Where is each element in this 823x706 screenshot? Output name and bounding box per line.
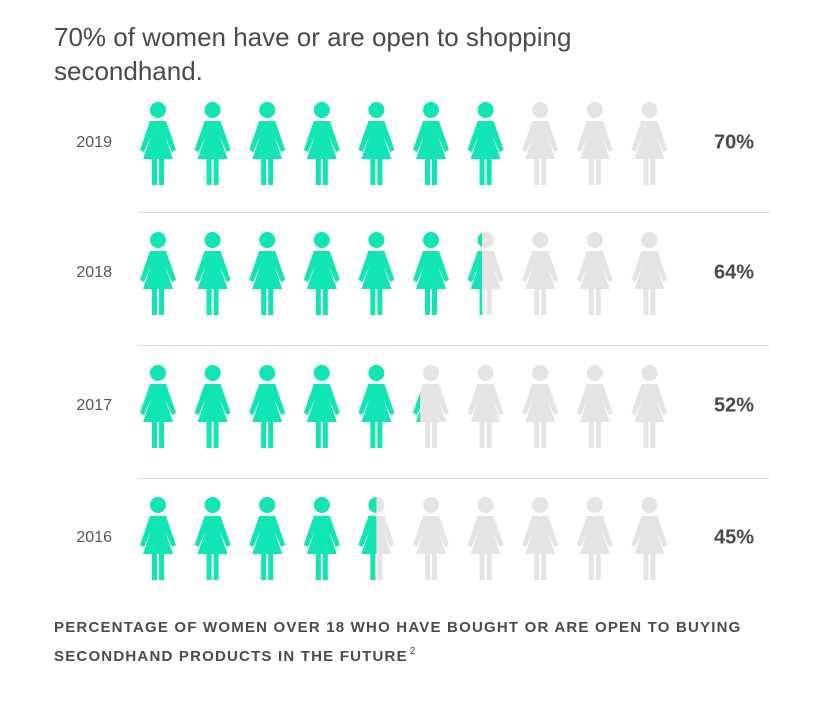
row-icons bbox=[137, 478, 697, 598]
footnote-text: PERCENTAGE OF WOMEN OVER 18 WHO HAVE BOU… bbox=[54, 619, 742, 665]
row-icons-svg bbox=[140, 102, 668, 185]
woman-icon bbox=[467, 232, 504, 315]
woman-icon bbox=[576, 232, 613, 315]
woman-icon bbox=[249, 365, 286, 448]
row-year-label: 2017 bbox=[76, 397, 112, 414]
woman-icon bbox=[140, 102, 176, 185]
woman-icon bbox=[140, 497, 176, 580]
pictograph-row: 2019 70% bbox=[0, 83, 823, 203]
row-divider bbox=[138, 345, 770, 346]
woman-icon bbox=[522, 497, 559, 580]
pictograph-row: 2017 52% bbox=[0, 346, 823, 466]
woman-icon bbox=[631, 497, 668, 580]
woman-icon bbox=[467, 365, 504, 448]
woman-icon bbox=[140, 232, 176, 315]
woman-icon bbox=[467, 497, 504, 580]
woman-icon bbox=[303, 497, 340, 580]
row-year-label: 2018 bbox=[76, 264, 112, 281]
woman-icon bbox=[358, 365, 395, 448]
woman-icon bbox=[576, 102, 613, 185]
woman-icon bbox=[249, 232, 286, 315]
woman-icon bbox=[249, 102, 286, 185]
woman-icon bbox=[413, 232, 449, 315]
chart-title: 70% of women have or are open to shoppin… bbox=[54, 22, 572, 86]
row-year-label: 2019 bbox=[76, 134, 112, 151]
row-icons-svg bbox=[140, 497, 668, 580]
row-icons bbox=[137, 83, 697, 203]
row-icons-svg bbox=[140, 232, 668, 315]
woman-icon bbox=[303, 232, 340, 315]
woman-icon bbox=[140, 365, 176, 448]
woman-icon bbox=[194, 365, 231, 448]
row-icons bbox=[137, 346, 697, 466]
woman-icon bbox=[576, 497, 613, 580]
pictograph-row: 2016 45% bbox=[0, 478, 823, 598]
woman-icon bbox=[576, 365, 613, 448]
row-percent-label: 64% bbox=[713, 261, 754, 284]
row-percent-label: 70% bbox=[713, 131, 754, 154]
row-icons bbox=[137, 213, 697, 333]
row-year-label: 2016 bbox=[76, 529, 112, 546]
woman-icon bbox=[413, 365, 449, 448]
woman-icon bbox=[194, 497, 231, 580]
woman-icon bbox=[358, 497, 395, 580]
row-divider bbox=[138, 478, 770, 479]
woman-icon bbox=[631, 232, 668, 315]
woman-icon bbox=[194, 232, 231, 315]
woman-icon bbox=[522, 365, 559, 448]
woman-icon bbox=[467, 102, 504, 185]
pictograph-row: 2018 64% bbox=[0, 213, 823, 333]
woman-icon bbox=[249, 497, 286, 580]
woman-icon bbox=[522, 232, 559, 315]
woman-icon bbox=[522, 102, 559, 185]
woman-icon bbox=[358, 232, 395, 315]
row-percent-label: 52% bbox=[713, 394, 754, 417]
row-divider bbox=[138, 212, 770, 213]
row-percent-label: 45% bbox=[713, 526, 754, 549]
woman-icon bbox=[413, 102, 449, 185]
woman-icon bbox=[631, 102, 668, 185]
woman-icon bbox=[358, 102, 395, 185]
woman-icon bbox=[303, 102, 340, 185]
woman-icon bbox=[303, 365, 340, 448]
footnote: PERCENTAGE OF WOMEN OVER 18 WHO HAVE BOU… bbox=[54, 616, 774, 669]
woman-icon bbox=[631, 365, 668, 448]
row-icons-svg bbox=[140, 365, 668, 448]
woman-icon bbox=[194, 102, 231, 185]
footnote-superscript: 2 bbox=[409, 646, 416, 657]
woman-icon bbox=[413, 497, 449, 580]
